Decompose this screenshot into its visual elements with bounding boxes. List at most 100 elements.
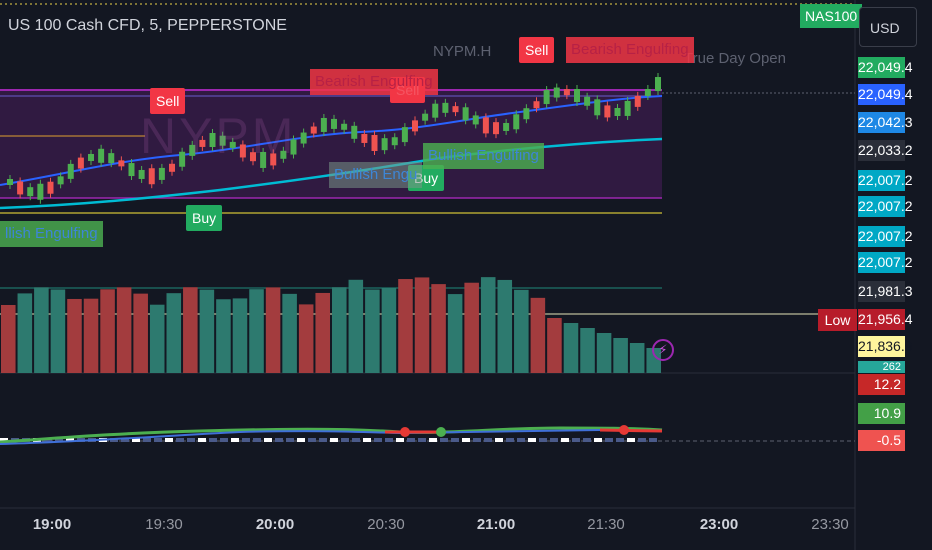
oscillator-histogram-bar: [550, 438, 558, 442]
candle-body: [88, 153, 94, 161]
volume-bar: [514, 289, 529, 373]
volume-bar: [613, 338, 628, 373]
oscillator-histogram-bar: [319, 438, 327, 442]
oscillator-histogram-bar: [561, 438, 569, 442]
volume-bar: [17, 293, 33, 373]
candle-body: [655, 77, 661, 92]
oscillator-histogram-bar: [275, 438, 283, 442]
candle-body: [634, 95, 641, 107]
candle-body: [482, 117, 489, 134]
price-label: 22,033.2: [858, 140, 913, 161]
oscillator-histogram-bar: [220, 438, 228, 442]
oscillator-histogram-bar: [429, 438, 437, 442]
bearish-engulfing-label[interactable]: Bearish Engulfing: [310, 69, 438, 95]
volume-bar: [365, 289, 380, 373]
volume-bar: [381, 288, 397, 373]
oscillator-histogram-bar: [352, 438, 360, 442]
volume-bar: [547, 318, 562, 373]
oscillator-histogram-bar: [616, 438, 624, 442]
currency-selector[interactable]: USD: [859, 7, 917, 47]
oscillator-histogram-bar: [517, 438, 525, 442]
volume-bar: [249, 289, 264, 373]
volume-bar: [265, 287, 281, 373]
oscillator-histogram-bar: [121, 438, 129, 442]
volume-bar: [116, 287, 132, 373]
true-day-open-label: True Day Open: [684, 50, 786, 67]
oscillator-histogram-bar: [308, 438, 316, 442]
time-label: 21:30: [587, 516, 625, 533]
oscillator-histogram-bar: [242, 438, 250, 442]
candle-body: [179, 151, 186, 167]
candle-body: [604, 105, 611, 118]
volume-bar: [1, 305, 16, 373]
candle-body: [250, 152, 256, 162]
candle-body: [118, 160, 125, 167]
candle-body: [442, 102, 449, 113]
candle-body: [128, 163, 135, 177]
chart-title: US 100 Cash CFD, 5, PEPPERSTONE: [8, 17, 287, 34]
candle-body: [594, 99, 601, 116]
session-ghost-label: NYPM.H: [433, 43, 492, 60]
bearish-engulfing-label[interactable]: Bearish Engulfing: [566, 37, 694, 63]
oscillator-histogram-bar: [176, 438, 184, 442]
buy-signal-label[interactable]: Buy: [186, 205, 223, 231]
volume-bar: [332, 287, 347, 373]
candle-body: [523, 108, 530, 120]
oscillator-histogram-bar: [198, 438, 206, 442]
oscillator-histogram-bar: [396, 438, 404, 442]
candle-body: [280, 150, 287, 159]
time-label: 21:00: [476, 516, 516, 533]
volume-bar: [497, 279, 513, 373]
oscillator-histogram-bar: [385, 438, 393, 442]
candle-body: [472, 115, 479, 125]
candle-body: [432, 103, 439, 118]
candle-body: [584, 96, 591, 106]
oscillator-histogram-bar: [132, 438, 140, 442]
oscillator-histogram-bar: [539, 438, 547, 442]
candle-body: [533, 101, 540, 109]
price-label: 22,042.3: [858, 112, 913, 133]
lightning-icon[interactable]: ⚡: [652, 339, 674, 361]
volume-bar: [232, 298, 248, 373]
oscillator-cross-dot: [436, 427, 446, 437]
candle-body: [37, 183, 44, 200]
volume-bar: [447, 294, 463, 373]
price-label: 21,956.4: [858, 309, 913, 330]
oscillator-histogram-bar: [209, 438, 217, 442]
price-label: 22,007.2: [858, 170, 913, 191]
candle-body: [310, 126, 317, 134]
candle-body: [614, 107, 621, 116]
bullish-engulfing-label[interactable]: llish Engulfing: [0, 221, 103, 247]
bullish-engulfing-label[interactable]: Bullish Engulfing: [423, 143, 544, 169]
oscillator-histogram-bar: [374, 438, 382, 442]
candle-body: [158, 167, 165, 180]
oscillator-histogram-bar: [528, 438, 536, 442]
candle-body: [371, 134, 378, 151]
candle-body: [553, 87, 560, 98]
price-label: 262: [858, 361, 905, 373]
oscillator-histogram-bar: [418, 438, 426, 442]
oscillator-histogram-bar: [231, 438, 239, 442]
candle-body: [320, 117, 327, 132]
oscillator-histogram-bar: [506, 438, 514, 442]
oscillator-histogram-bar: [0, 438, 8, 442]
candle-body: [422, 113, 429, 121]
time-label: 20:00: [255, 516, 295, 533]
oscillator-histogram-bar: [363, 438, 371, 442]
candle-body: [239, 144, 246, 158]
volume-bar: [530, 297, 546, 373]
candle-body: [351, 125, 358, 139]
volume-bar: [50, 289, 66, 373]
sell-signal-label[interactable]: Sell: [150, 88, 186, 114]
oscillator-histogram-bar: [55, 438, 63, 442]
oscillator-histogram-bar: [583, 438, 591, 442]
oscillator-red-segment: [599, 428, 663, 433]
time-label: 23:00: [699, 516, 739, 533]
volume-bar: [596, 333, 612, 373]
candle-body: [341, 123, 348, 130]
bullish-engulfing-label[interactable]: Bullish Engu: [329, 162, 423, 188]
sell-signal-label[interactable]: Sell: [519, 37, 555, 63]
candle-body: [513, 114, 520, 130]
candle-body: [290, 139, 297, 155]
